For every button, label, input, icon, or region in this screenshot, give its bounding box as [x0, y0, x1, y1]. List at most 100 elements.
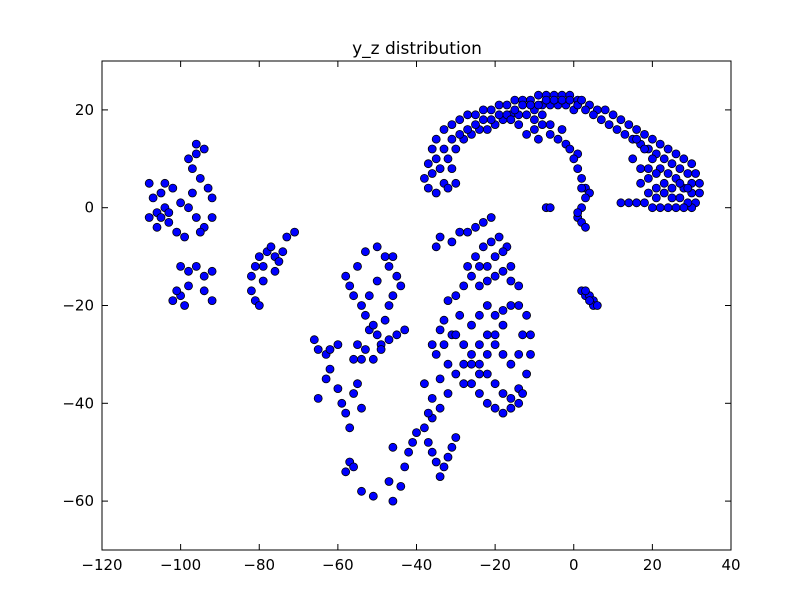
data-point	[506, 276, 516, 286]
data-point	[199, 144, 209, 154]
data-point	[506, 115, 516, 125]
data-point	[408, 437, 418, 447]
points-layer	[144, 90, 704, 506]
data-point	[648, 154, 657, 164]
data-point	[388, 442, 398, 452]
data-point	[486, 213, 496, 222]
data-point	[357, 403, 366, 413]
data-point	[191, 149, 201, 159]
data-point	[164, 217, 174, 227]
data-point	[549, 95, 559, 105]
data-point	[258, 276, 268, 286]
data-point	[392, 330, 402, 340]
data-point	[612, 125, 622, 134]
data-point	[195, 227, 205, 237]
data-point	[667, 183, 677, 193]
data-point	[675, 178, 685, 188]
data-point	[423, 159, 433, 169]
data-point	[514, 120, 524, 129]
data-point	[156, 213, 166, 222]
data-point	[325, 345, 335, 354]
data-point	[636, 164, 645, 174]
data-point	[659, 154, 669, 164]
data-point	[683, 169, 693, 178]
data-point	[581, 286, 590, 296]
data-point	[431, 349, 441, 359]
data-point	[640, 144, 649, 154]
data-point	[530, 115, 539, 125]
data-point	[467, 349, 476, 359]
data-point	[478, 105, 488, 115]
data-point	[467, 379, 476, 389]
data-point	[604, 120, 614, 129]
data-point	[482, 125, 492, 134]
axis-ticks: −120 −100 −80 −60 −40 −20 0 20 40 −60 −40 −20 0 20	[62, 61, 741, 574]
data-point	[518, 100, 527, 110]
data-point	[152, 222, 162, 232]
data-point	[455, 227, 465, 237]
data-point	[447, 164, 457, 174]
data-point	[486, 237, 496, 247]
data-point	[246, 286, 256, 296]
data-point	[396, 281, 406, 291]
data-point	[478, 217, 488, 227]
data-point	[581, 193, 590, 203]
data-point	[345, 423, 355, 433]
data-point	[486, 115, 496, 125]
x-tick-label: 20	[643, 556, 662, 574]
data-point	[435, 325, 445, 335]
data-point	[636, 178, 645, 188]
data-point	[506, 393, 516, 403]
data-point	[427, 447, 437, 457]
data-point	[459, 379, 469, 389]
data-point	[651, 183, 661, 193]
data-point	[160, 178, 170, 188]
data-point	[447, 237, 457, 247]
data-point	[309, 335, 319, 345]
y-tick-label: −40	[62, 394, 94, 412]
data-point	[663, 169, 673, 178]
x-tick-label: −80	[243, 556, 275, 574]
data-point	[187, 188, 197, 198]
data-point	[585, 296, 594, 306]
data-point	[341, 467, 351, 477]
data-point	[482, 261, 492, 271]
data-point	[518, 389, 527, 398]
data-point	[427, 169, 437, 178]
data-point	[360, 247, 370, 257]
data-point	[494, 100, 504, 110]
data-point	[258, 261, 268, 271]
data-point	[526, 100, 535, 110]
data-point	[282, 232, 292, 242]
x-tick-label: −100	[160, 556, 201, 574]
data-point	[482, 349, 492, 359]
data-point	[207, 213, 217, 222]
chart-title: y_z distribution	[352, 39, 482, 59]
data-point	[663, 144, 673, 154]
data-point	[482, 301, 492, 310]
data-point	[695, 178, 704, 188]
data-point	[514, 349, 524, 359]
data-point	[522, 310, 531, 320]
data-point	[156, 188, 166, 198]
data-point	[651, 169, 661, 178]
data-point	[180, 232, 190, 242]
data-point	[632, 125, 641, 134]
data-point	[191, 139, 201, 149]
data-point	[313, 345, 323, 354]
data-point	[337, 398, 347, 408]
data-point	[400, 325, 410, 335]
data-point	[435, 374, 445, 384]
data-point	[187, 164, 197, 174]
data-point	[651, 193, 661, 203]
data-point	[439, 144, 449, 154]
data-point	[498, 389, 508, 398]
data-point	[463, 110, 473, 120]
data-point	[388, 291, 398, 301]
data-point	[577, 173, 586, 183]
data-point	[184, 154, 193, 164]
data-point	[467, 271, 476, 281]
data-point	[581, 105, 590, 115]
data-point	[431, 188, 441, 198]
data-point	[573, 208, 583, 218]
